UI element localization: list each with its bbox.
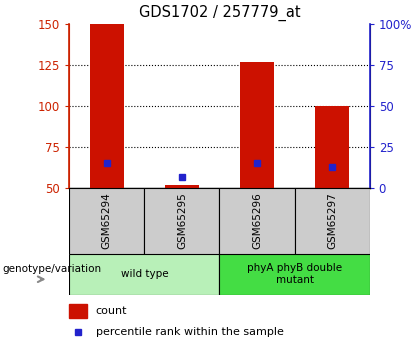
Text: wild type: wild type: [121, 269, 168, 279]
Bar: [69, 304, 87, 318]
Text: count: count: [96, 306, 127, 316]
Text: phyA phyB double
mutant: phyA phyB double mutant: [247, 264, 342, 285]
Text: GSM65296: GSM65296: [252, 193, 262, 249]
Text: GSM65294: GSM65294: [102, 193, 112, 249]
Bar: [220, 188, 294, 254]
Bar: [294, 188, 370, 254]
Bar: [90, 24, 124, 188]
Bar: [315, 106, 349, 188]
Text: GSM65295: GSM65295: [177, 193, 187, 249]
Bar: [69, 254, 220, 295]
Title: GDS1702 / 257779_at: GDS1702 / 257779_at: [139, 5, 300, 21]
Text: percentile rank within the sample: percentile rank within the sample: [96, 327, 284, 337]
Bar: [144, 188, 220, 254]
Text: GSM65297: GSM65297: [327, 193, 337, 249]
Bar: [220, 254, 370, 295]
Bar: [69, 188, 144, 254]
Text: genotype/variation: genotype/variation: [3, 264, 102, 274]
Bar: [240, 62, 274, 188]
Bar: [165, 185, 199, 188]
